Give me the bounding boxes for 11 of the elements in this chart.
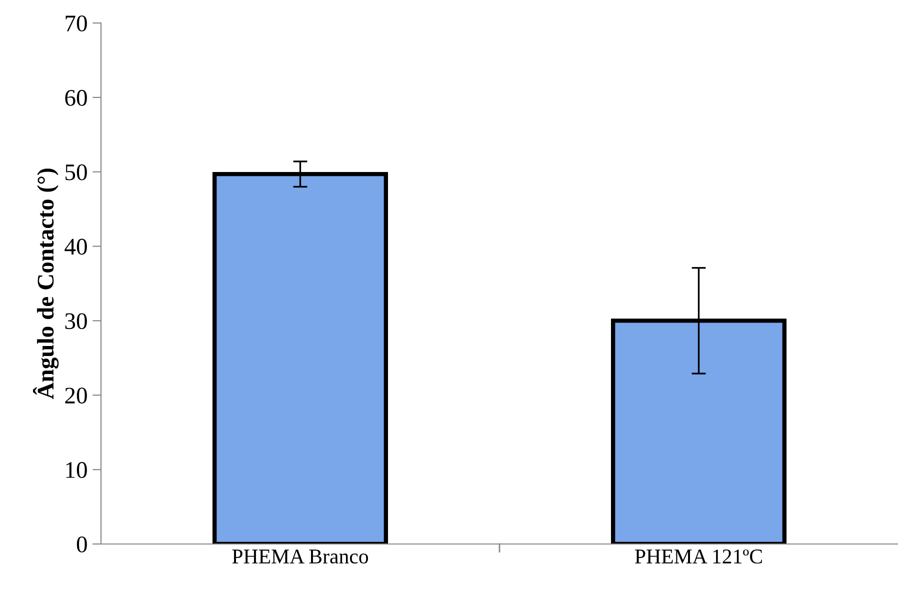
y-tick-label: 50 [66, 164, 87, 180]
x-tick-label: PHEMA 121ºC [635, 549, 762, 564]
y-tick-label: 30 [65, 313, 87, 330]
y-tick-label: 60 [65, 90, 87, 106]
y-tick-label: 70 [66, 15, 87, 32]
y-tick-label: 40 [64, 238, 87, 255]
y-tick-label: 10 [66, 462, 87, 478]
y-axis-title: Ângulo de Contacto (°) [33, 168, 59, 400]
x-tick-label: PHEMA Branco [232, 550, 368, 564]
y-tick-label: 20 [65, 388, 87, 404]
y-tick-label: 0 [76, 536, 87, 552]
